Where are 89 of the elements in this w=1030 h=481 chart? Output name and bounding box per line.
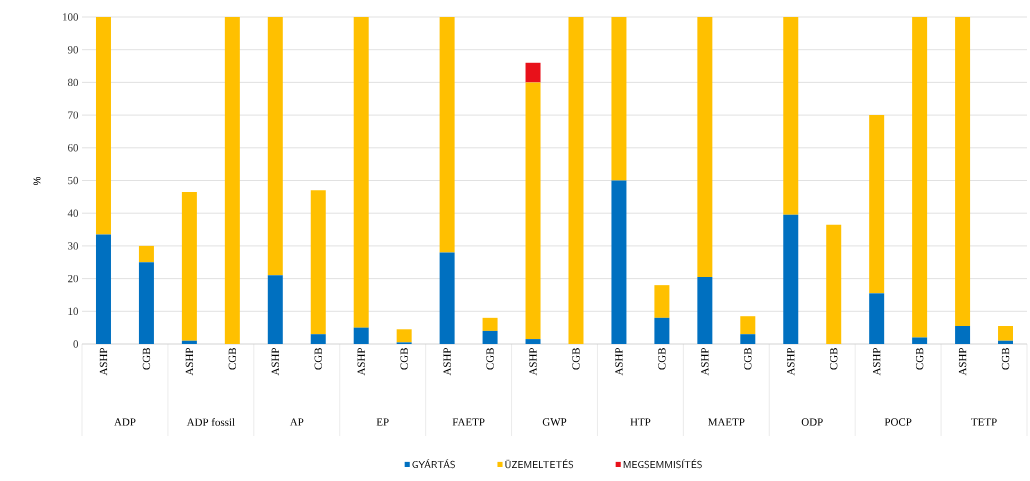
text: ODP <box>801 418 823 426</box>
bar <box>95 17 111 235</box>
text: FAETP <box>452 418 485 426</box>
x-tick-label: ASHP <box>185 347 194 376</box>
x-tick-label: ASHP <box>701 347 709 376</box>
bar <box>482 317 498 331</box>
x-tick-label: ASHP <box>357 347 365 376</box>
bar <box>310 190 326 335</box>
bar <box>697 17 713 277</box>
bar <box>396 329 412 343</box>
y-axis-title: % <box>33 176 41 186</box>
x-tick-label: CGB <box>658 348 666 370</box>
y-tick-label: 60 <box>67 144 79 152</box>
x-tick-label: CGB <box>400 348 408 370</box>
bar <box>611 180 627 344</box>
bar <box>869 115 885 294</box>
bar <box>267 275 283 344</box>
legend-label: MEGSEMMISÍTÉS <box>623 459 702 469</box>
x-tick-label: CGB <box>314 348 322 370</box>
bar <box>611 17 627 181</box>
x-tick-label: CGB <box>830 348 838 370</box>
text: EP <box>376 418 389 426</box>
bar <box>525 339 541 344</box>
bar <box>439 252 455 344</box>
bar <box>181 340 197 344</box>
x-tick-label: ASHP <box>443 347 451 376</box>
x-tick-label: ASHP <box>271 347 279 376</box>
y-tick-label: 90 <box>67 46 79 54</box>
bar <box>740 334 756 344</box>
bar <box>267 17 283 276</box>
legend-label: GYÁRTÁS <box>412 459 455 469</box>
bar <box>353 17 369 328</box>
x-tick-label: CGB <box>486 348 494 370</box>
y-tick-label: 40 <box>67 209 79 217</box>
bar <box>568 17 584 344</box>
y-tick-label: 0 <box>73 340 79 348</box>
bar <box>697 276 713 344</box>
bar <box>654 285 670 318</box>
bar <box>654 317 670 344</box>
bar <box>525 62 541 83</box>
bar <box>525 82 541 340</box>
text: POCP <box>884 418 912 426</box>
bar <box>783 214 799 344</box>
x-tick-label: ASHP <box>872 347 881 376</box>
x-tick-label: CGB <box>572 348 580 370</box>
y-tick-label: 20 <box>68 274 79 283</box>
bar <box>181 191 197 341</box>
bar <box>138 245 154 263</box>
text: HTP <box>630 418 651 426</box>
text: TETP <box>971 418 997 426</box>
text: ADP <box>114 418 136 426</box>
legend-label: ÜZEMELTETÉS <box>505 459 574 469</box>
text: AP <box>289 418 304 426</box>
x-tick-label: CGB <box>744 348 752 370</box>
bar <box>912 337 928 344</box>
bar <box>998 340 1014 344</box>
bar <box>439 17 455 253</box>
x-tick-label: ASHP <box>787 347 795 376</box>
y-tick-label: 10 <box>68 307 79 315</box>
bar <box>783 17 799 215</box>
bar <box>740 316 756 335</box>
x-tick-label: ASHP <box>529 347 537 376</box>
x-tick-label: CGB <box>915 348 924 370</box>
x-tick-label: ASHP <box>615 347 623 376</box>
text: ADP fossil <box>186 418 235 426</box>
bar <box>955 17 971 327</box>
bar <box>998 326 1014 341</box>
y-tick-label: 50 <box>68 176 79 185</box>
bar <box>353 327 369 344</box>
text: GWP <box>542 418 567 426</box>
bar <box>138 262 154 344</box>
x-tick-label: ASHP <box>99 347 108 376</box>
bar <box>826 224 842 344</box>
bar <box>310 334 326 344</box>
x-tick-label: CGB <box>228 348 237 370</box>
x-tick-label: ASHP <box>958 347 967 376</box>
y-tick-label: 80 <box>67 78 79 87</box>
bar <box>955 326 971 344</box>
y-tick-label: 30 <box>68 242 79 250</box>
bar <box>482 330 498 344</box>
y-tick-label: 70 <box>68 111 79 119</box>
x-tick-label: CGB <box>1001 348 1010 370</box>
bar <box>224 17 240 344</box>
bar <box>95 234 111 344</box>
y-tick-label: 100 <box>63 13 79 21</box>
bar <box>869 293 885 344</box>
bar <box>912 17 928 338</box>
text: MAETP <box>708 418 745 426</box>
x-tick-label: CGB <box>142 348 151 370</box>
